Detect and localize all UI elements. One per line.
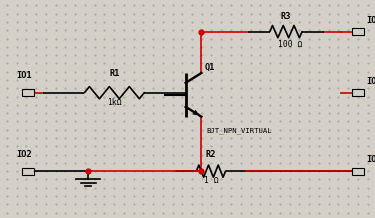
Text: IO5: IO5 [366, 155, 375, 164]
Bar [22, 167, 34, 175]
Bar [352, 28, 364, 35]
Text: R3: R3 [280, 12, 291, 20]
Text: IO1: IO1 [16, 72, 32, 80]
Text: IO2: IO2 [16, 150, 32, 159]
Text: R1: R1 [109, 69, 120, 78]
Text: R2: R2 [206, 150, 216, 159]
Bar [352, 167, 364, 175]
Text: 100 Ω: 100 Ω [278, 40, 302, 49]
Text: 1 Ω: 1 Ω [204, 176, 218, 185]
Text: 1kΩ: 1kΩ [107, 98, 122, 107]
Text: IO3: IO3 [366, 16, 375, 25]
Bar [22, 89, 34, 96]
Bar [352, 89, 364, 96]
Text: IO4: IO4 [366, 77, 375, 86]
Text: BJT_NPN_VIRTUAL: BJT_NPN_VIRTUAL [206, 127, 272, 134]
Text: Q1: Q1 [204, 63, 215, 72]
